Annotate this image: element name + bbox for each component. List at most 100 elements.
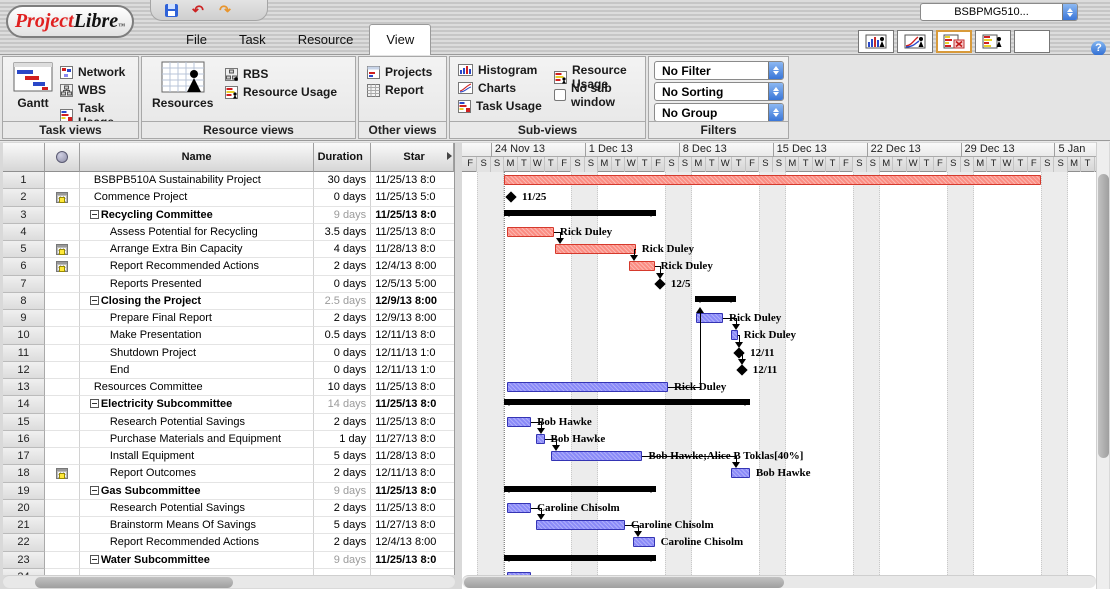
combo-stepper-icon[interactable] <box>1062 4 1077 20</box>
row-number-cell[interactable]: 3 <box>3 206 45 224</box>
table-row[interactable]: 10 Make Presentation 0.5 days 12/11/13 8:0 <box>3 327 454 345</box>
summary-bar[interactable] <box>504 399 750 406</box>
task-bar[interactable] <box>506 382 668 392</box>
task-bar[interactable] <box>536 433 545 444</box>
start-cell[interactable]: 12/4/13 8:00 <box>371 534 454 552</box>
duration-cell[interactable]: 1 day <box>314 430 372 448</box>
task-name-cell[interactable]: Recycling Committee <box>79 206 315 224</box>
table-row[interactable]: 5 Arrange Extra Bin Capacity 4 days 11/28/1… <box>3 241 454 259</box>
duration-cell[interactable]: 0 days <box>314 189 372 207</box>
task-name-cell[interactable]: Commence Project <box>79 189 315 207</box>
table-row[interactable]: 6 Report Recommended Actions 2 days 12/4/13… <box>3 258 454 276</box>
task-bar[interactable] <box>506 502 532 513</box>
constraint-cell[interactable] <box>44 344 80 362</box>
constraint-cell[interactable] <box>44 310 80 328</box>
constraint-cell[interactable] <box>44 534 80 552</box>
task-bar[interactable] <box>629 261 655 272</box>
start-cell[interactable]: 11/25/13 8:0 <box>371 379 454 397</box>
wbs-view-button[interactable]: WBS <box>60 83 106 97</box>
row-number-cell[interactable]: 21 <box>3 517 45 535</box>
constraint-cell[interactable] <box>45 568 80 575</box>
row-number-cell[interactable]: 7 <box>3 275 45 293</box>
table-row[interactable]: 12 End 0 days 12/11/13 1:0 <box>3 361 454 379</box>
start-cell[interactable]: 11/25/13 8:0 <box>371 207 454 224</box>
row-number-cell[interactable]: 17 <box>3 448 45 466</box>
start-cell[interactable]: 12/11/13 8:0 <box>371 327 454 345</box>
start-cell[interactable]: 12/5/13 5:00 <box>371 276 454 293</box>
duration-cell[interactable]: 5 days <box>314 517 372 535</box>
group-dropdown[interactable]: No Group <box>654 103 784 122</box>
row-number-cell[interactable]: 19 <box>3 482 45 500</box>
duration-cell[interactable]: 2.5 days <box>314 292 372 310</box>
start-cell[interactable]: 11/25/13 8:0 <box>371 552 454 569</box>
task-name-cell[interactable]: Shutdown Project <box>79 344 315 362</box>
row-number-cell[interactable]: 18 <box>3 465 45 483</box>
task-name-cell[interactable]: Brainstorm Means Of Savings <box>79 517 315 535</box>
task-name-cell[interactable]: BSBPB510A Sustainability Project <box>79 172 315 190</box>
duration-cell[interactable]: 2 days <box>314 413 372 431</box>
start-cell[interactable]: 12/11/13 1:0 <box>371 362 454 379</box>
sorting-stepper-icon[interactable] <box>768 83 783 100</box>
task-name-cell[interactable]: Purchase Materials and Equipment <box>79 430 315 448</box>
collapse-icon[interactable] <box>89 485 99 495</box>
start-cell[interactable]: 12/9/13 8:00 <box>371 293 454 310</box>
task-name-cell[interactable] <box>80 568 315 575</box>
gantt-vscrollbar[interactable] <box>1096 142 1109 589</box>
table-row[interactable]: 9 Prepare Final Report 2 days 12/9/13 8:00 <box>3 310 454 328</box>
table-row[interactable]: 21 Brainstorm Means Of Savings 5 days 11/27… <box>3 517 454 535</box>
undo-button[interactable]: ↶ <box>190 3 206 18</box>
filter-stepper-icon[interactable] <box>768 62 783 79</box>
start-cell[interactable]: 12/11/13 8:0 <box>371 465 454 483</box>
table-row[interactable]: 15 Research Potential Savings 2 days 11/25/… <box>3 413 454 431</box>
task-name-cell[interactable]: Report Recommended Actions <box>79 534 315 552</box>
constraint-cell[interactable] <box>44 396 80 414</box>
row-number-cell[interactable]: 20 <box>3 499 45 517</box>
row-number-cell[interactable]: 14 <box>3 396 45 414</box>
start-cell[interactable]: 11/27/13 8:0 <box>371 431 454 448</box>
table-row[interactable]: 16 Purchase Materials and Equipment 1 day 1… <box>3 430 454 448</box>
collapse-icon[interactable] <box>89 399 99 409</box>
constraint-cell[interactable] <box>44 448 80 466</box>
row-number-cell[interactable]: 10 <box>3 327 45 345</box>
resource-usage-view-button[interactable]: Resource Usage <box>225 85 337 99</box>
constraint-cell[interactable] <box>44 206 80 224</box>
row-number-cell[interactable]: 16 <box>3 430 45 448</box>
table-row[interactable]: 18 Report Outcomes 2 days 12/11/13 8:0 <box>3 465 454 483</box>
panel-splitter[interactable] <box>455 142 462 589</box>
tab-resource[interactable]: Resource <box>297 32 354 47</box>
constraint-cell[interactable] <box>44 223 80 241</box>
group-stepper-icon[interactable] <box>768 104 783 121</box>
row-number-cell[interactable]: 5 <box>3 241 45 259</box>
start-cell[interactable]: 11/25/13 8:0 <box>371 172 454 190</box>
task-bar[interactable] <box>731 330 738 341</box>
row-number-cell[interactable]: 1 <box>3 172 45 190</box>
constraint-cell[interactable] <box>44 172 80 190</box>
task-bar[interactable] <box>506 416 532 427</box>
start-cell[interactable]: 12/11/13 1:0 <box>371 345 454 362</box>
start-cell[interactable]: 11/25/13 8:0 <box>371 500 454 517</box>
duration-cell[interactable] <box>314 568 372 575</box>
task-name-cell[interactable]: Prepare Final Report <box>79 310 315 328</box>
start-cell[interactable]: 11/28/13 8:0 <box>371 448 454 466</box>
row-number-cell[interactable]: 12 <box>3 361 45 379</box>
row-number-cell[interactable]: 24 <box>3 568 45 575</box>
duration-cell[interactable]: 0.5 days <box>314 327 372 345</box>
summary-bar[interactable] <box>504 209 656 216</box>
constraint-cell[interactable] <box>44 258 80 276</box>
constraint-cell[interactable] <box>44 292 80 310</box>
start-cell[interactable]: 11/25/13 8:0 <box>371 414 454 431</box>
table-row[interactable]: 24 <box>3 568 454 575</box>
network-view-button[interactable]: Network <box>60 65 125 79</box>
table-row[interactable]: 7 Reports Presented 0 days 12/5/13 5:00 <box>3 275 454 293</box>
task-name-cell[interactable]: Closing the Project <box>79 292 315 310</box>
duration-cell[interactable]: 0 days <box>314 275 372 293</box>
constraint-cell[interactable] <box>44 327 80 345</box>
constraint-cell[interactable] <box>44 241 80 259</box>
start-cell[interactable]: 11/25/13 8:0 <box>371 396 454 414</box>
task-name-cell[interactable]: Electricity Subcommittee <box>79 396 315 414</box>
duration-cell[interactable]: 9 days <box>314 551 372 569</box>
duration-cell[interactable]: 4 days <box>314 241 372 259</box>
constraint-cell[interactable] <box>44 465 80 483</box>
no-sub-window-checkbox[interactable]: No sub window <box>554 81 645 109</box>
duration-cell[interactable]: 2 days <box>314 465 372 483</box>
